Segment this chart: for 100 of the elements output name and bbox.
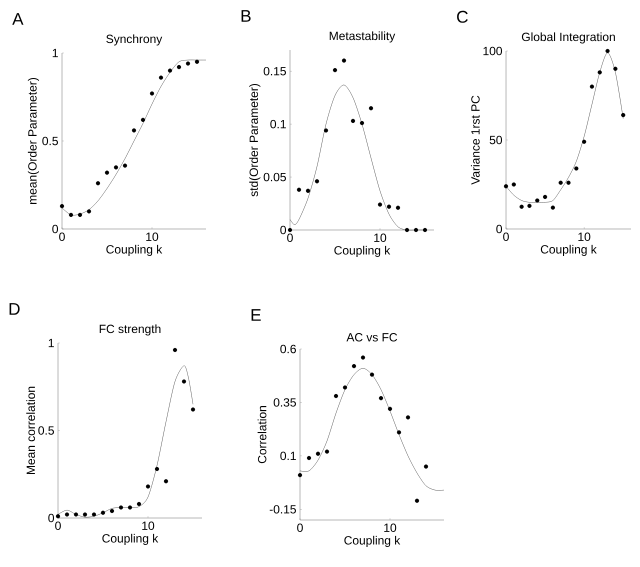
- point: [621, 112, 626, 118]
- point: [140, 118, 146, 122]
- x-axis-title: Coupling k: [106, 244, 162, 256]
- point: [332, 68, 338, 72]
- point: [324, 128, 328, 133]
- chart-title: Global Integration: [522, 32, 615, 44]
- x-tick-label: 10: [578, 232, 590, 241]
- point: [342, 58, 346, 63]
- text: C: [457, 10, 468, 23]
- y-tick-label: 0: [52, 224, 58, 234]
- y-axis-title: Correlation: [258, 406, 266, 464]
- point: [342, 385, 348, 390]
- point: [132, 128, 136, 133]
- text: E: [252, 309, 261, 321]
- point: [360, 120, 364, 126]
- point: [190, 407, 196, 412]
- point: [396, 206, 400, 210]
- point: [110, 508, 114, 514]
- point: [92, 512, 96, 517]
- x-tick-label: 0: [297, 524, 303, 532]
- y-tick-label: -0.15: [270, 505, 296, 514]
- point: [122, 164, 128, 168]
- x-axis-title: Coupling k: [540, 244, 597, 256]
- point: [168, 68, 172, 73]
- point: [582, 140, 586, 144]
- point: [590, 84, 594, 89]
- chart-title: FC strength: [100, 324, 160, 336]
- y-tick-label: 0.35: [274, 398, 296, 407]
- point: [527, 204, 532, 208]
- y-tick-label: 0.1: [270, 120, 286, 128]
- point: [78, 212, 82, 218]
- point: [96, 181, 100, 186]
- x-axis-title: Coupling k: [344, 536, 400, 547]
- point: [296, 188, 302, 192]
- point: [613, 66, 618, 71]
- point: [504, 184, 508, 188]
- point: [414, 498, 420, 503]
- point: [550, 206, 555, 210]
- point: [56, 514, 60, 518]
- y-tick-label: 0.05: [264, 172, 286, 182]
- chart-title: AC vs FC: [346, 333, 398, 342]
- point: [100, 510, 106, 515]
- chart-title: Synchrony: [106, 34, 162, 46]
- x-tick-label: 0: [503, 232, 509, 241]
- text: D: [10, 303, 20, 315]
- y-tick-label: 0.1: [280, 452, 296, 460]
- y-axis-title: Mean correlation: [26, 386, 36, 474]
- point: [82, 512, 88, 517]
- x-tick-label: 10: [384, 524, 396, 532]
- point: [512, 182, 516, 187]
- point: [406, 415, 410, 420]
- point: [64, 512, 70, 517]
- x-tick-label: 10: [146, 232, 158, 241]
- point: [520, 204, 524, 209]
- point: [535, 198, 540, 203]
- point: [186, 61, 190, 66]
- point: [368, 106, 374, 110]
- x-axis-title: Coupling k: [334, 246, 390, 257]
- x-tick-label: 10: [374, 234, 386, 242]
- point: [350, 118, 356, 124]
- point: [136, 502, 142, 506]
- point: [404, 228, 410, 232]
- point: [605, 48, 610, 54]
- point: [306, 456, 312, 460]
- y-tick-label: 0.5: [42, 136, 58, 146]
- y-tick-label: 0: [48, 514, 54, 522]
- point: [194, 60, 200, 64]
- point: [314, 179, 320, 184]
- point: [386, 204, 392, 209]
- point: [558, 180, 563, 185]
- point: [396, 430, 402, 434]
- y-axis-title: mean(Order Parameter): [28, 78, 40, 204]
- text: A: [12, 13, 24, 25]
- point: [334, 394, 338, 398]
- y-axis-title: std(Order Parameter): [249, 84, 260, 196]
- point: [360, 355, 366, 360]
- point: [316, 452, 320, 456]
- point: [388, 406, 392, 411]
- y-tick-label: 1: [48, 338, 54, 348]
- point: [574, 166, 578, 171]
- point: [118, 505, 124, 510]
- point: [378, 396, 384, 400]
- point: [298, 473, 302, 478]
- point: [370, 372, 374, 377]
- point: [424, 464, 428, 469]
- point: [60, 204, 64, 208]
- point: [128, 505, 132, 510]
- y-axis-title: Variance 1rst PC: [470, 96, 480, 185]
- point: [104, 170, 110, 175]
- point: [154, 466, 160, 472]
- point: [566, 180, 571, 185]
- y-tick-label: 0: [496, 224, 502, 234]
- point: [542, 194, 548, 200]
- point: [86, 209, 92, 214]
- point: [164, 479, 168, 484]
- point: [150, 91, 154, 96]
- point: [306, 188, 310, 193]
- line-series: [300, 368, 444, 491]
- point: [172, 348, 178, 352]
- y-tick-label: 1: [52, 48, 58, 58]
